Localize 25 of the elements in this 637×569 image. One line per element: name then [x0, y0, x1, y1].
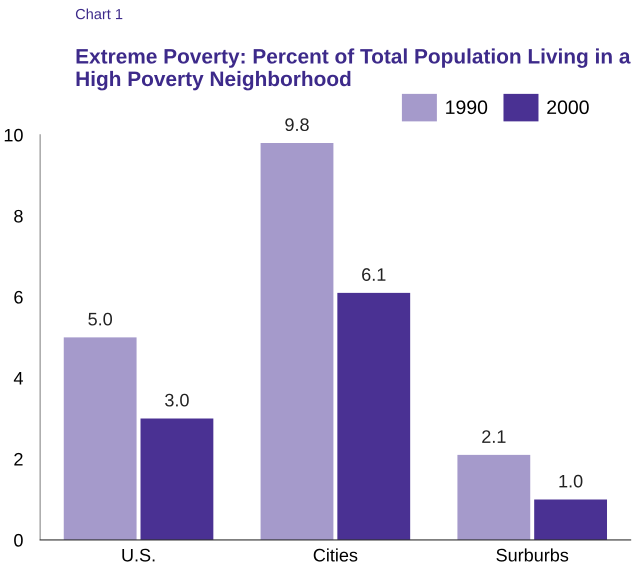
- legend-label: 1990: [446, 100, 488, 114]
- bar: [534, 499, 608, 540]
- data-label: 2.1: [482, 430, 506, 443]
- data-label: 9.8: [285, 118, 309, 132]
- bar: [337, 292, 410, 540]
- y-tick-label: 8: [14, 210, 23, 223]
- x-tick-label: Cities: [314, 548, 358, 562]
- y-tick-label: 10: [4, 128, 23, 142]
- bar: [140, 418, 214, 540]
- bar: [64, 337, 137, 540]
- y-tick-label: 2: [14, 452, 23, 466]
- y-tick-label: 4: [14, 372, 23, 384]
- y-tick-label: 6: [14, 290, 23, 304]
- x-tick-label: U.S.: [122, 548, 154, 562]
- bar: [457, 454, 530, 540]
- data-label: 5.0: [88, 312, 112, 326]
- bar: [260, 142, 334, 540]
- caption: Chart 1: [76, 8, 122, 20]
- data-label: 1.0: [559, 474, 582, 488]
- chart-title: Extreme Poverty: Percent of Total Population Living in a High Poverty Neighborhood: [76, 48, 631, 90]
- x-tick-label: Surburbs: [496, 548, 568, 562]
- data-label: 3.0: [165, 394, 189, 407]
- y-tick-label: 0: [14, 534, 23, 547]
- data-label: 6.1: [362, 268, 386, 281]
- legend-label: 2000: [547, 100, 589, 114]
